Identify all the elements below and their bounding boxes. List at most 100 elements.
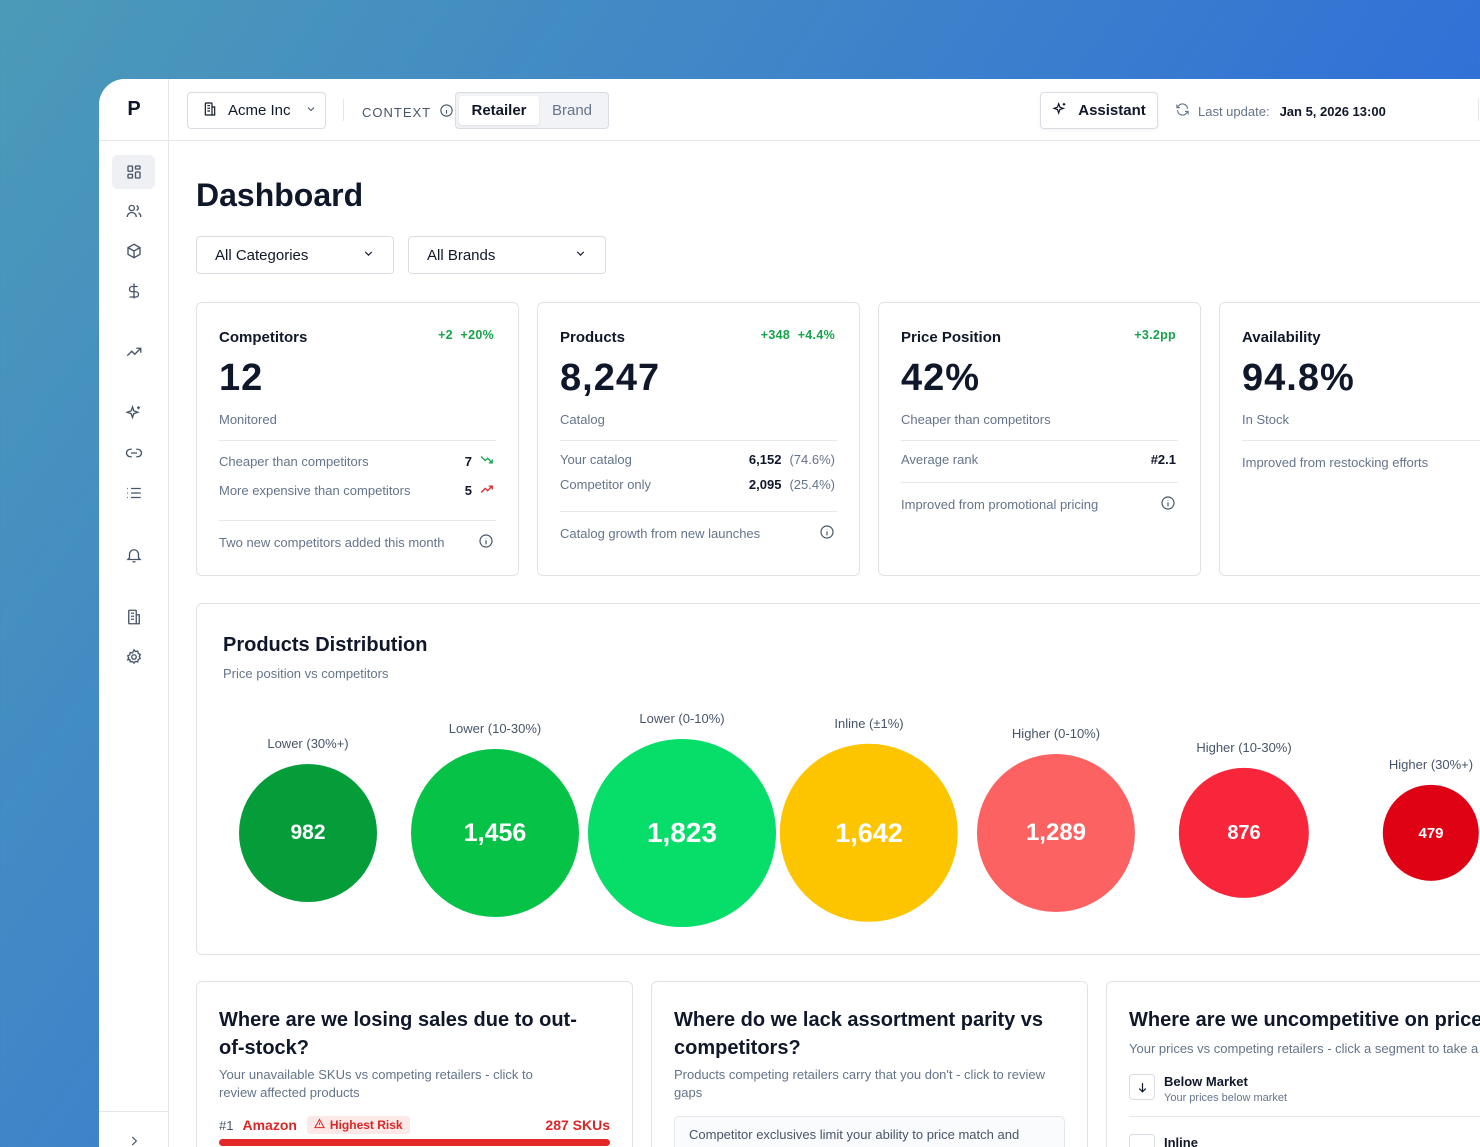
trend-up-icon	[480, 483, 494, 498]
building-icon[interactable]	[112, 600, 155, 634]
app-logo[interactable]: P	[99, 79, 169, 141]
chevron-right-icon[interactable]	[127, 1134, 141, 1147]
retailer-name: Amazon	[242, 1117, 297, 1133]
refresh-icon[interactable]	[1175, 102, 1190, 120]
distribution-subtitle: Price position vs competitors	[223, 666, 389, 681]
context-brand[interactable]: Brand	[551, 102, 593, 119]
stat-label: Average rank	[901, 452, 979, 467]
stat-value: 7	[464, 454, 472, 469]
info-icon[interactable]	[478, 533, 494, 552]
stat-row: More expensive than competitors 5	[219, 483, 494, 498]
divider	[343, 99, 344, 121]
stat-value: 6,152	[748, 452, 782, 467]
distribution-bubble[interactable]: 982	[239, 764, 377, 902]
distribution-bubble[interactable]: 1,289	[976, 753, 1136, 913]
card-value: 94.8%	[1242, 357, 1355, 399]
bell-icon[interactable]	[112, 538, 155, 572]
card-value: 8,247	[560, 357, 661, 399]
list-icon[interactable]	[112, 476, 155, 510]
category-filter-label: All Categories	[215, 246, 309, 264]
stat-label: Competitor only	[560, 477, 652, 492]
competitors-card[interactable]: Competitors +2 +20% 12 Monitored Cheaper…	[196, 302, 519, 576]
segment-label[interactable]: Below Market	[1164, 1074, 1248, 1089]
card-delta: +348 +4.4%	[760, 328, 835, 342]
bubble-label: Lower (0-10%)	[639, 711, 725, 726]
bubble-label: Lower (10-30%)	[448, 720, 542, 736]
context-label: CONTEXT	[362, 103, 454, 121]
availability-card[interactable]: Availability 94.8% In Stock Improved fro…	[1219, 302, 1480, 576]
distribution-bubble[interactable]: 876	[1178, 767, 1310, 899]
sparkles-icon[interactable]	[112, 396, 155, 430]
app-window: P	[99, 79, 1480, 1147]
stat-percent: (25.4%)	[789, 477, 835, 492]
assortment-question-card[interactable]: Where do we lack assortment parity vs co…	[651, 981, 1088, 1147]
card-subtitle: In Stock	[1242, 412, 1289, 427]
risk-rank: #1	[219, 1117, 234, 1133]
note-text: Two new competitors added this month	[219, 535, 445, 550]
gear-icon[interactable]	[112, 640, 155, 674]
segment-icon-box[interactable]	[1129, 1134, 1155, 1147]
divider	[560, 440, 837, 441]
card-title: Price Position	[901, 329, 1002, 346]
chevron-down-icon	[574, 247, 587, 264]
link-icon[interactable]	[112, 436, 155, 470]
sku-count: 287 SKUs	[545, 1117, 610, 1133]
info-icon[interactable]	[819, 524, 835, 543]
distribution-bubble[interactable]: 1,642	[779, 743, 959, 923]
users-icon[interactable]	[112, 194, 155, 228]
trend-down-icon	[480, 454, 494, 469]
card-subtitle: Monitored	[219, 412, 277, 427]
segment-sub: Your prices below market	[1164, 1092, 1288, 1104]
card-delta: +3.2pp	[1134, 328, 1176, 342]
card-value: 42%	[901, 357, 981, 399]
last-update-value: Jan 5, 2026 13:00	[1279, 103, 1386, 119]
oos-question-card[interactable]: Where are we losing sales due to out-of-…	[196, 981, 633, 1147]
price-question-card[interactable]: Where are we uncompetitive on price? You…	[1106, 981, 1480, 1147]
question-subtitle: Your unavailable SKUs vs competing retai…	[219, 1067, 533, 1100]
price-position-card[interactable]: Price Position +3.2pp 42% Cheaper than c…	[878, 302, 1201, 576]
card-note: Two new competitors added this month	[219, 533, 494, 552]
card-note: Improved from promotional pricing	[901, 495, 1176, 514]
info-icon[interactable]	[1160, 495, 1176, 514]
badge-text: Highest Risk	[329, 1118, 403, 1132]
card-delta: +2 +20%	[438, 328, 494, 342]
context-retailer[interactable]: Retailer	[459, 96, 539, 125]
card-value: 12	[219, 357, 264, 399]
trend-icon[interactable]	[112, 335, 155, 369]
chevron-down-icon	[362, 247, 375, 264]
brand-filter[interactable]: All Brands	[408, 236, 606, 274]
distribution-title: Products Distribution	[223, 634, 428, 656]
box-icon[interactable]	[112, 234, 155, 268]
org-select[interactable]: Acme Inc	[187, 92, 326, 129]
bubble-label: Lower (30%+)	[267, 736, 349, 751]
risk-row[interactable]: #1 Amazon Highest Risk 287 SKUs	[219, 1116, 610, 1134]
products-card[interactable]: Products +348 +4.4% 8,247 Catalog Your c…	[537, 302, 860, 576]
distribution-bubble[interactable]: 1,823	[588, 739, 776, 927]
question-title: Where do we lack assortment parity vs co…	[674, 1009, 1044, 1059]
insight-callout: Competitor exclusives limit your ability…	[674, 1116, 1065, 1147]
warning-icon	[313, 1118, 325, 1132]
question-subtitle: Products competing retailers carry that …	[674, 1067, 1045, 1100]
stat-label: Your catalog	[560, 452, 632, 467]
info-icon[interactable]	[439, 103, 454, 121]
question-subtitle: Your prices vs competing retailers - cli…	[1129, 1041, 1479, 1056]
dollar-icon[interactable]	[112, 274, 155, 308]
brand-filter-label: All Brands	[427, 246, 496, 264]
distribution-bubble[interactable]: 1,456	[411, 749, 579, 917]
org-name: Acme Inc	[228, 102, 291, 119]
bubble-label: Higher (10-30%)	[1196, 739, 1292, 755]
page-title: Dashboard	[196, 177, 364, 213]
stat-value: #2.1	[1150, 452, 1176, 467]
stat-label: Cheaper than competitors	[219, 454, 369, 469]
distribution-bubble[interactable]: 479	[1382, 784, 1480, 882]
category-filter[interactable]: All Categories	[196, 236, 394, 274]
card-note: Catalog growth from new launches	[560, 524, 835, 543]
segment-label[interactable]: Inline	[1164, 1135, 1198, 1147]
stat-percent: (74.6%)	[789, 452, 835, 467]
divider	[219, 440, 496, 441]
assistant-button[interactable]: Assistant	[1040, 92, 1158, 129]
stat-row: Average rank #2.1	[901, 452, 1176, 467]
arrow-down-icon[interactable]	[1129, 1074, 1155, 1100]
dashboard-icon[interactable]	[112, 155, 155, 189]
stat-value: 5	[464, 483, 472, 498]
